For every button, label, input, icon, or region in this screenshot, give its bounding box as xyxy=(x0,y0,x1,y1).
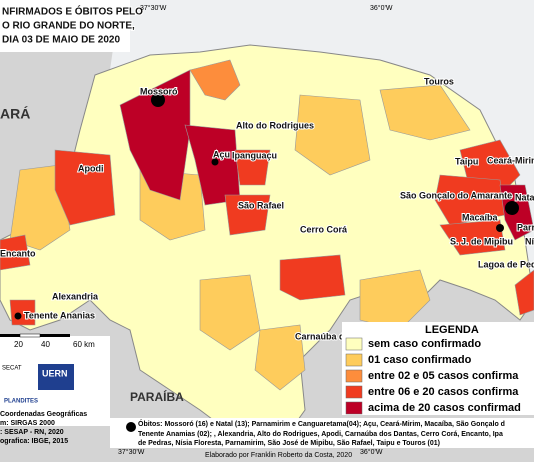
municipality xyxy=(184,124,241,206)
municipality xyxy=(54,149,116,226)
legend-label: 01 caso confirmado xyxy=(368,354,472,366)
municipality xyxy=(234,149,271,186)
municipalities xyxy=(0,59,534,391)
municipality xyxy=(0,234,31,271)
logo-box xyxy=(38,364,74,390)
scale-label: 20 xyxy=(14,340,23,349)
death-symbols xyxy=(14,93,519,320)
credit: Coordenadas Geográficas xyxy=(0,411,87,418)
credit: ografica: IBGE, 2015 xyxy=(0,438,68,445)
death-symbol xyxy=(126,422,136,432)
place-label: Cerro Corá xyxy=(300,224,348,234)
note-box xyxy=(110,418,534,448)
coordinate: 36°0'W xyxy=(370,4,393,12)
place-label: São Rafael xyxy=(238,200,284,210)
place-label: Apodi xyxy=(78,163,104,173)
municipality xyxy=(294,94,371,176)
scale-label: 60 km xyxy=(73,340,95,349)
municipality xyxy=(119,69,191,201)
legend-title: LEGENDA xyxy=(425,324,479,336)
place-label: Lagoa de Pedr xyxy=(478,259,534,269)
scale-segment xyxy=(40,334,70,337)
place-label: São Gonçalo do Amarante xyxy=(400,190,512,200)
credit: : SESAP - RN, 2020 xyxy=(0,429,64,436)
municipality xyxy=(434,174,506,226)
region-name: ARÁ xyxy=(0,106,30,122)
title-box xyxy=(0,0,130,52)
place-label: S. J. de Mipibu xyxy=(450,236,513,246)
scale-bar: 20 40 60 km xyxy=(0,333,95,349)
municipality xyxy=(379,84,471,141)
death-symbol xyxy=(505,201,519,215)
scale-label: 40 xyxy=(41,340,50,349)
legend-label: entre 06 e 20 casos confirma xyxy=(368,386,519,398)
legend-swatch xyxy=(345,401,363,415)
municipality xyxy=(359,269,431,331)
place-label: Mossoró xyxy=(140,86,178,96)
place-label: Nís xyxy=(525,236,534,246)
title-line: NFIRMADOS E ÓBITOS PELO xyxy=(2,5,143,18)
sea xyxy=(110,0,534,300)
scale-segment xyxy=(19,333,41,338)
logo: PLANDITES xyxy=(4,399,38,405)
municipality xyxy=(439,219,506,256)
place-label: Alexandria xyxy=(52,291,99,301)
legend-swatch xyxy=(345,353,363,367)
death-symbol xyxy=(151,93,165,107)
place-label: Taipu xyxy=(455,156,478,166)
legend-swatch xyxy=(345,369,363,383)
municipality xyxy=(514,269,534,316)
death-symbol xyxy=(211,158,219,166)
municipality xyxy=(279,254,346,301)
scale-segment xyxy=(0,334,20,337)
municipality xyxy=(199,274,261,351)
author: Elaborado por Franklin Roberto da Costa,… xyxy=(205,452,352,459)
logo: UERN xyxy=(42,368,68,378)
place-label: Encanto xyxy=(0,248,36,258)
coordinate: 36°0'W xyxy=(360,448,383,456)
legend-swatch xyxy=(345,385,363,399)
deaths-note: de Pedras, Nísia Floresta, Parnamirim, S… xyxy=(138,440,440,447)
municipality xyxy=(224,194,271,236)
municipality xyxy=(189,59,241,101)
place-label: Alto do Rodrigues xyxy=(236,120,314,130)
place-label: Macaíba xyxy=(462,212,499,222)
place-label: Tenente Ananias xyxy=(24,310,95,320)
death-symbol xyxy=(14,312,22,320)
title-line: O RIO GRANDE DO NORTE, xyxy=(2,21,135,32)
place-label: Parr xyxy=(517,222,534,232)
legend-swatch xyxy=(345,337,363,351)
death-symbol xyxy=(496,224,504,232)
municipality xyxy=(254,324,306,391)
title-line: DIA 03 DE MAIO DE 2020 xyxy=(2,35,120,46)
legend-label: acima de 20 casos confirmad xyxy=(368,402,521,414)
region-name: PARAÍBA xyxy=(130,389,184,404)
deaths-note: Óbitos: Mossoró (16) e Natal (13); Parna… xyxy=(138,419,505,428)
place-label: Touros xyxy=(424,76,454,86)
coordinate: 37°30'W xyxy=(140,4,167,12)
legend-label: sem caso confirmado xyxy=(368,338,481,350)
coordinate: 37°30'W xyxy=(118,448,145,456)
place-label: Ceará-Mirim xyxy=(487,155,534,165)
logo: SECAT xyxy=(2,366,22,372)
credit: m: SIRGAS 2000 xyxy=(0,420,55,427)
deaths-note: Tenente Anamias (02); , Alexandria, Alto… xyxy=(138,431,503,438)
place-label: Nata xyxy=(515,192,534,202)
legend-box xyxy=(342,322,534,415)
place-label: Açu xyxy=(213,149,230,159)
place-label: Ipanguaçu xyxy=(232,150,277,160)
legend-label: entre 02 e 05 casos confirma xyxy=(368,370,519,382)
